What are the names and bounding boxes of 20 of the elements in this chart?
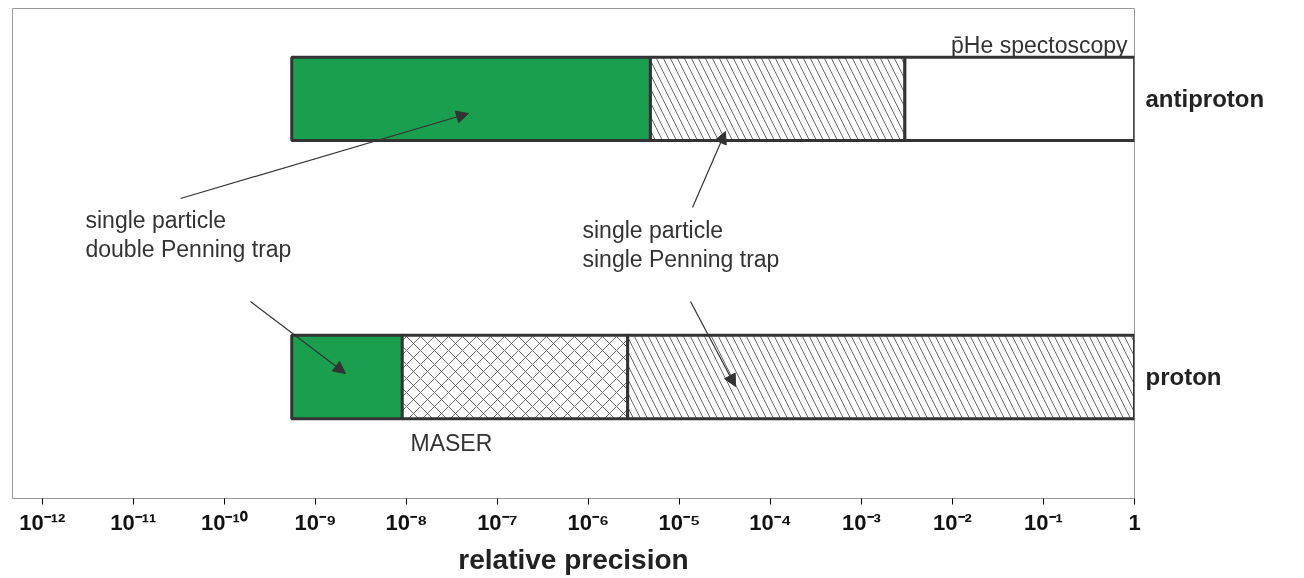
x-tick-label: 10⁻² [933, 509, 972, 535]
x-tick-label: 10⁻⁴ [749, 509, 792, 535]
x-tick-label: 10⁻¹⁰ [200, 509, 248, 535]
x-tick-label: 10⁻⁸ [385, 509, 428, 535]
x-axis-title: relative precision [458, 543, 689, 575]
x-tick-label: 10⁻⁵ [658, 509, 701, 535]
x-tick-label: 10⁻⁷ [477, 509, 518, 535]
y-tick-label: proton [1145, 363, 1222, 391]
x-tick-label: 10⁻⁹ [294, 509, 337, 535]
annotation: p̄He spectoscopy [951, 31, 1128, 58]
annotation: MASER [410, 429, 493, 456]
annotation: single particle double Penning trap [85, 206, 292, 263]
x-tick-label: 10⁻³ [842, 509, 881, 535]
x-tick-label: 10⁻⁶ [567, 509, 610, 535]
annotation: single particle single Penning trap [582, 216, 780, 273]
x-tick-label: 10⁻¹¹ [110, 509, 157, 535]
x-tick-label: 10⁻¹ [1024, 509, 1063, 535]
x-tick-label: 10⁻¹² [19, 509, 66, 535]
x-tick-label: 1 [1128, 509, 1141, 535]
y-tick-label: antiproton [1145, 85, 1265, 113]
